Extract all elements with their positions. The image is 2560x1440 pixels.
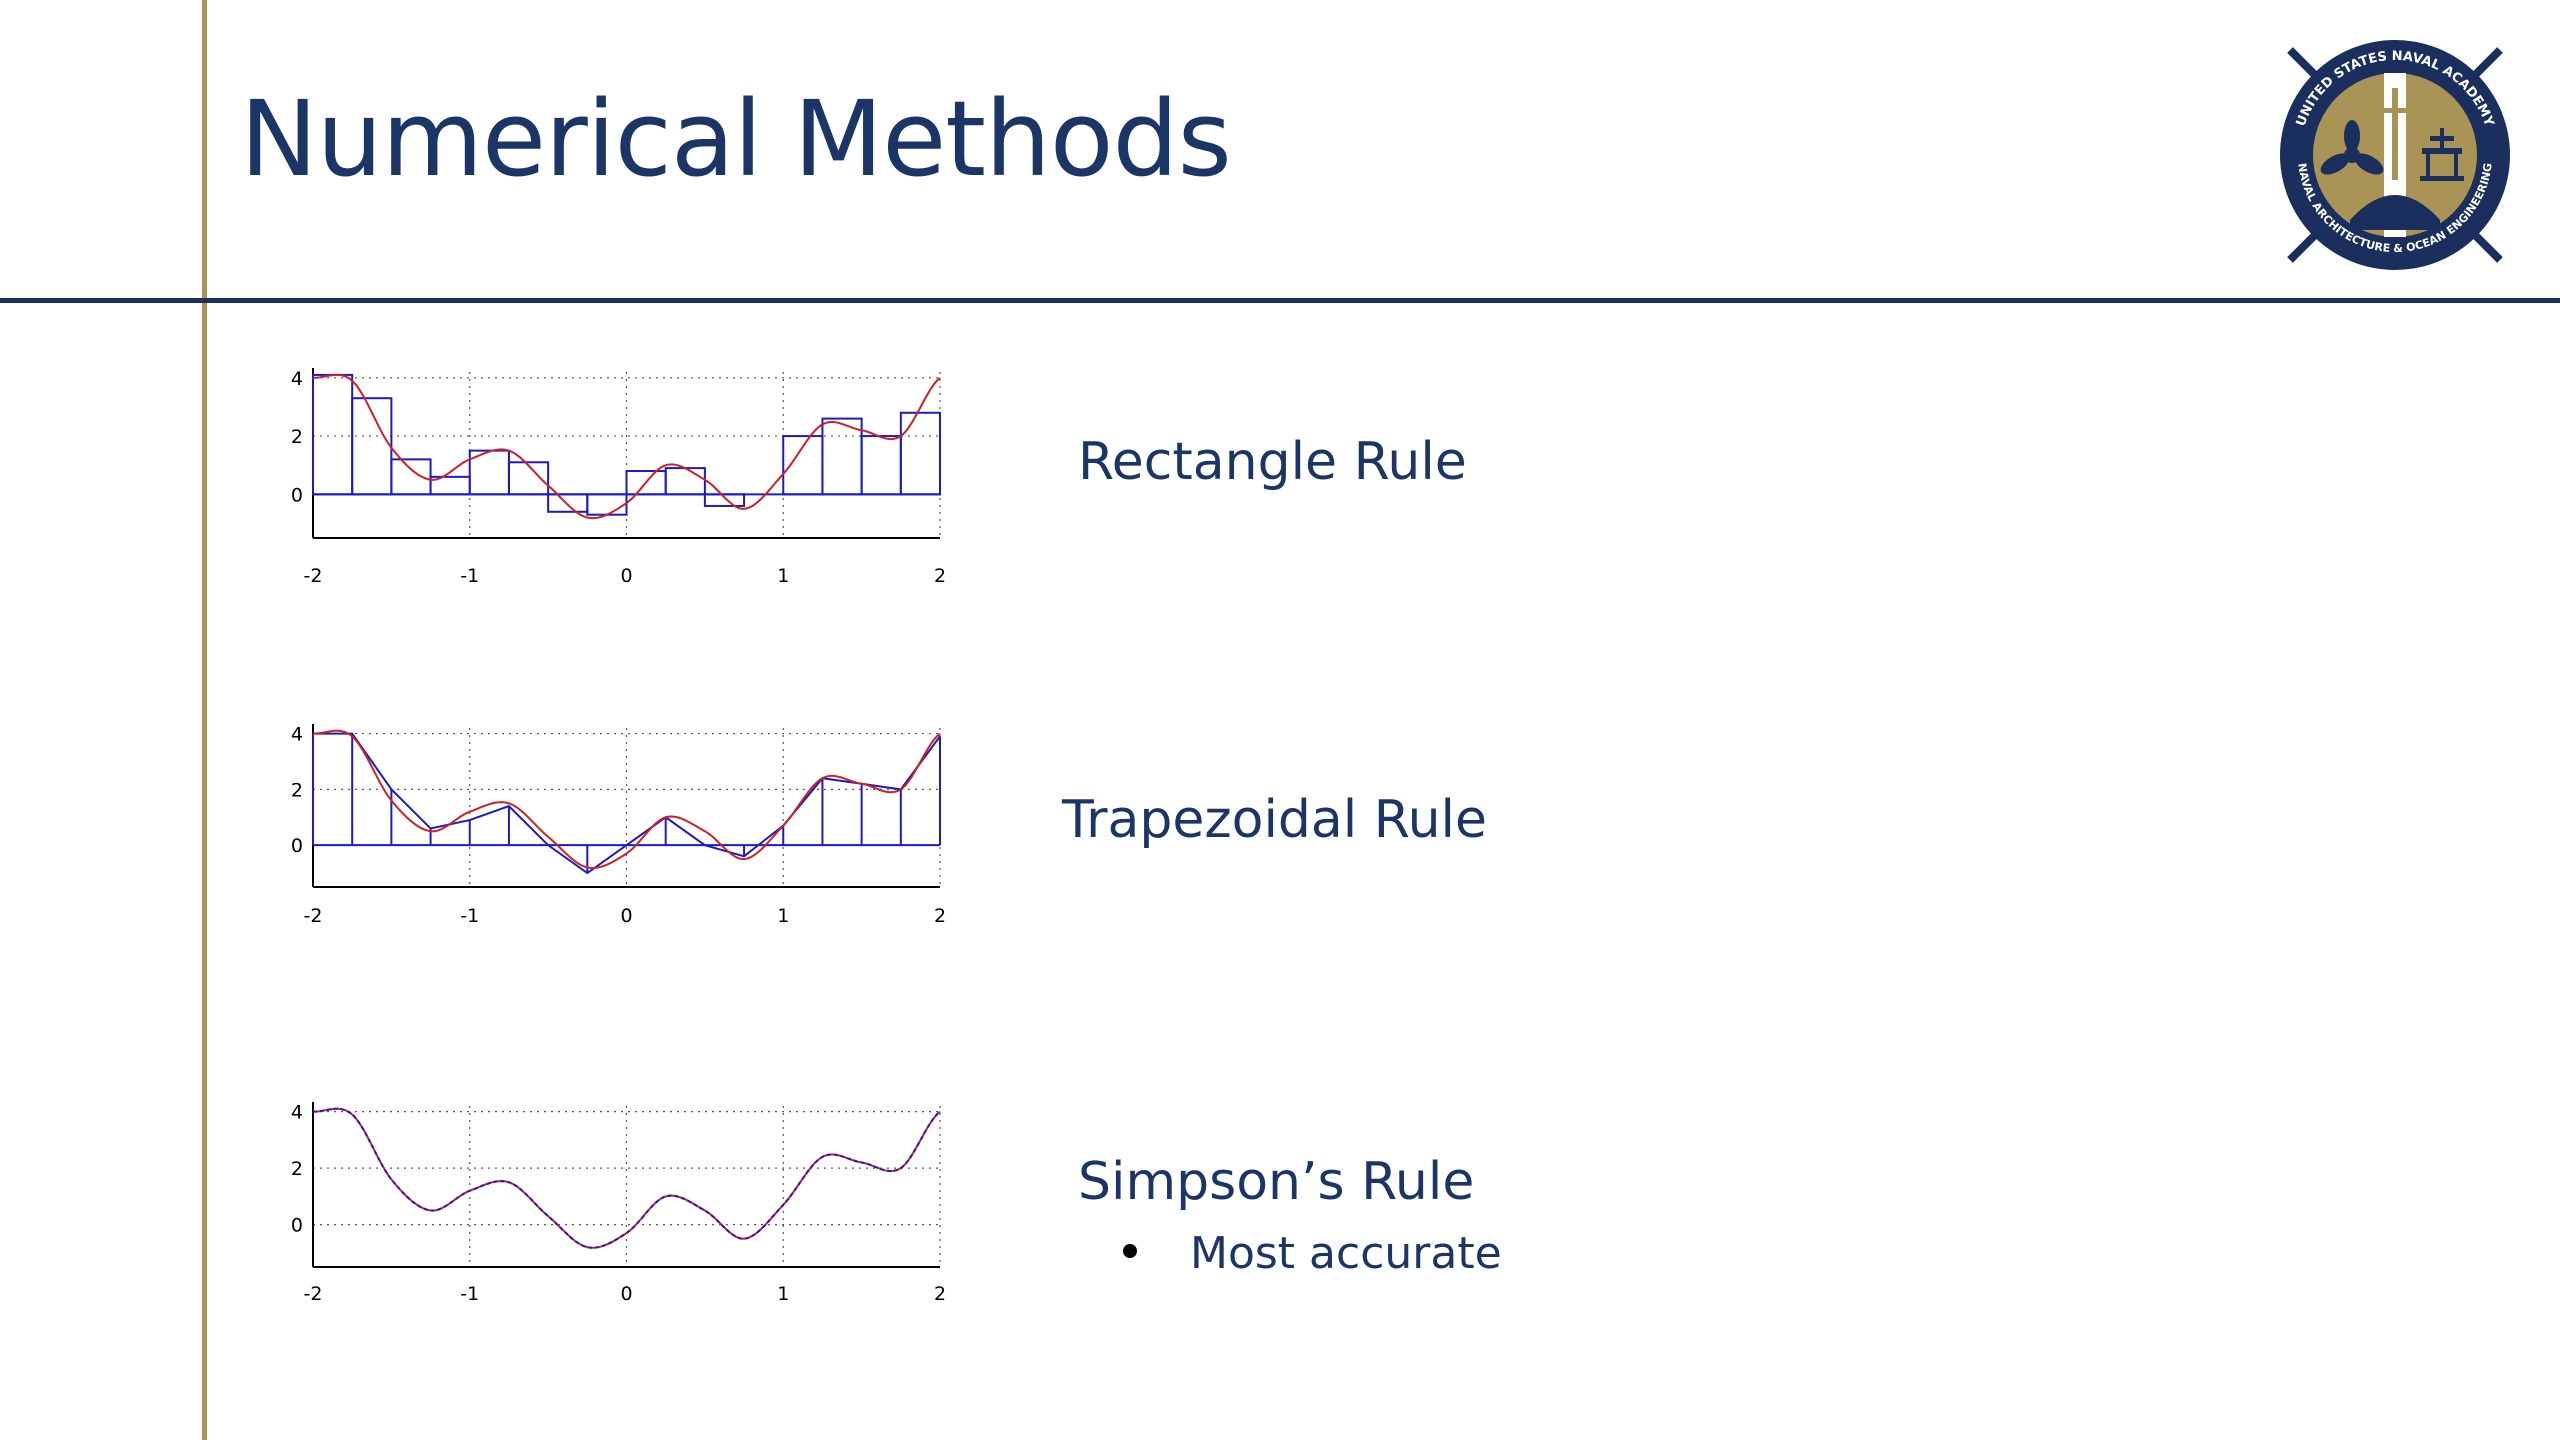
rectangle-bar — [860, 435, 902, 496]
seal-wave — [2350, 195, 2440, 230]
function-curve — [312, 1107, 941, 1249]
y-tick-label: 4 — [291, 724, 303, 746]
rectangle-bar — [625, 470, 667, 496]
function-curve — [312, 729, 941, 870]
y-tick-label: 4 — [291, 1102, 303, 1124]
chart-rectangle: -2 -1 0 1 2 4 2 0 — [291, 368, 946, 587]
x-tick-label: 0 — [620, 565, 632, 587]
bullet-dot — [1123, 1244, 1137, 1258]
navy-horizontal-rule — [0, 298, 2560, 303]
rectangle-bar — [468, 449, 510, 496]
x-tick-label: 1 — [777, 565, 789, 587]
slide-title: Numerical Methods — [240, 78, 1232, 200]
x-tick-label: 2 — [934, 565, 946, 587]
simpsons-rule-label: Simpson’s Rule — [1078, 1152, 1475, 1212]
x-tick-label: -2 — [304, 565, 323, 587]
y-tick-label: 4 — [291, 368, 303, 390]
x-tick-label: -2 — [304, 1283, 323, 1305]
function-curve — [312, 373, 941, 520]
rectangle-bar — [547, 493, 589, 513]
x-tick-label: 1 — [777, 905, 789, 927]
rectangle-bar — [507, 461, 550, 496]
x-tick-label: 2 — [934, 1283, 946, 1305]
rectangle-bar — [351, 397, 393, 496]
y-tick-label: 0 — [291, 835, 303, 857]
trapezoid-top — [313, 732, 941, 875]
y-tick-label: 2 — [291, 1158, 303, 1180]
simpsons-bullet-most-accurate: Most accurate — [1190, 1228, 1502, 1279]
rectangle-bar — [586, 493, 628, 516]
x-tick-label: -1 — [460, 1283, 479, 1305]
rectangle-bar — [821, 417, 863, 496]
rectangle-bar — [899, 411, 941, 496]
x-tick-label: 0 — [620, 905, 632, 927]
gold-vertical-rule — [202, 0, 207, 1440]
x-tick-label: -2 — [304, 905, 323, 927]
chart-simpson: -2 -1 0 1 2 4 2 0 — [291, 1102, 946, 1305]
rectangle-bar — [664, 467, 706, 496]
trident-icon — [2378, 88, 2412, 180]
propeller-icon — [2320, 120, 2384, 175]
offshore-platform-icon — [2420, 128, 2464, 181]
x-tick-label: -1 — [460, 565, 479, 587]
rectangle-bar — [429, 475, 471, 496]
y-tick-label: 2 — [291, 426, 303, 448]
rectangle-bar — [312, 373, 354, 496]
y-tick-label: 0 — [291, 1215, 303, 1237]
x-tick-label: 1 — [777, 1283, 789, 1305]
y-tick-label: 2 — [291, 779, 303, 801]
rectangle-bar — [390, 458, 432, 496]
rectangle-bar — [703, 493, 746, 507]
x-tick-label: -1 — [460, 905, 479, 927]
trapezoidal-rule-label: Trapezoidal Rule — [1062, 790, 1487, 850]
simpson-approximation-curve — [312, 1107, 941, 1249]
x-tick-label: 0 — [620, 1283, 632, 1305]
rectangle-bar — [782, 435, 824, 496]
chart-trapezoidal: -2 -1 0 1 2 4 2 0 — [291, 724, 946, 927]
y-tick-label: 0 — [291, 484, 303, 506]
usna-seal-logo: UNITED STATES NAVAL ACADEMY NAVAL ARCHIT… — [2280, 40, 2510, 270]
x-tick-label: 2 — [934, 905, 946, 927]
rectangle-rule-label: Rectangle Rule — [1078, 432, 1467, 492]
